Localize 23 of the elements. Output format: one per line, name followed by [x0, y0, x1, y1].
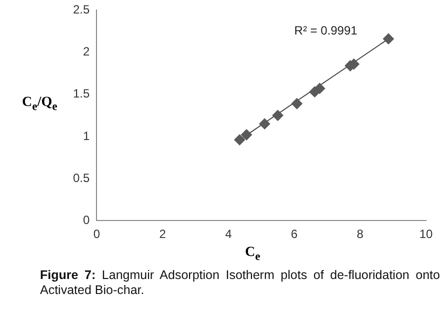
point — [241, 129, 252, 140]
point — [291, 98, 302, 110]
x-axis-title: C$_{e}$ — [245, 245, 260, 263]
x-tick-label: 2 — [159, 227, 166, 242]
annotation: R² = 0.9991 — [294, 24, 358, 38]
point — [382, 33, 394, 44]
point — [234, 134, 246, 146]
y-tick-label: 2.5 — [72, 2, 90, 17]
x-tick-label: 8 — [356, 227, 364, 242]
y-tick-label: 0.5 — [72, 170, 90, 185]
x-tick-label: 10 — [419, 227, 433, 242]
caption: Figure 7: Langmuir Adsorption Isotherm plots of de-fluoridation onto Activated Bio-char. — [40, 268, 440, 298]
y-tick-label: 0 — [82, 212, 90, 227]
y-tick-label: 1 — [82, 128, 90, 143]
point — [314, 82, 326, 94]
y-tick-label: 1.5 — [72, 86, 90, 101]
point — [259, 118, 270, 130]
x-tick-label: 4 — [225, 227, 232, 242]
y-tick-label: 2 — [82, 44, 90, 59]
point — [272, 110, 284, 121]
y-axis-title: C$_{e}$/Q$_{e}$ — [22, 95, 58, 113]
x-tick-label: 0 — [93, 227, 100, 242]
x-tick-label: 6 — [290, 227, 298, 242]
